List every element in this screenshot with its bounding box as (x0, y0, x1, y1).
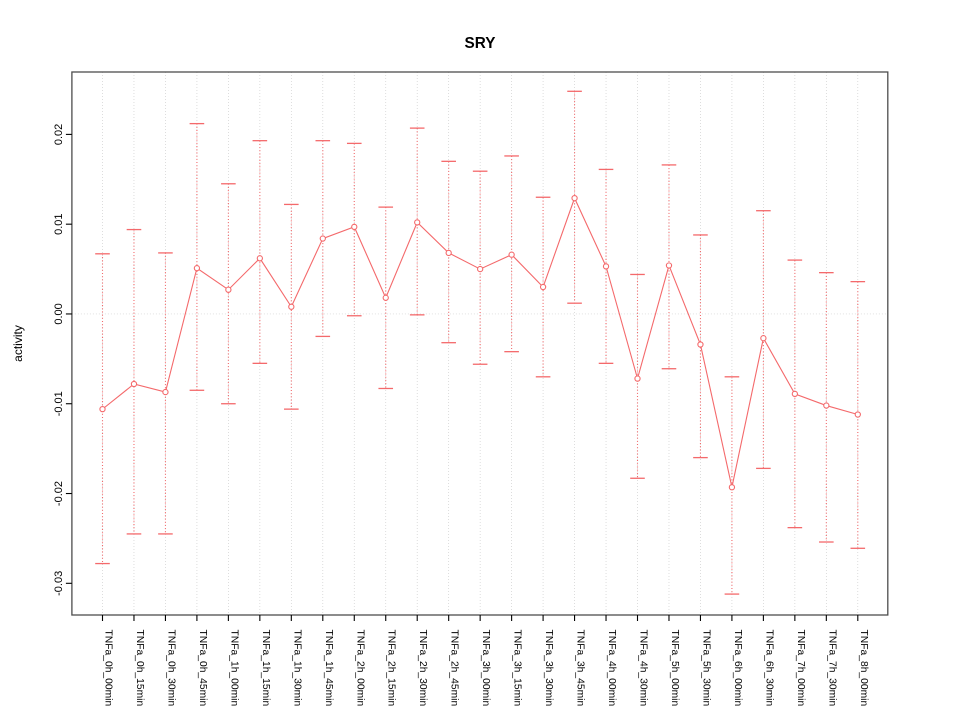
svg-text:TNFa_1h_30min: TNFa_1h_30min (291, 630, 302, 707)
svg-text:TNFa_5h_30min: TNFa_5h_30min (700, 630, 711, 707)
svg-text:TNFa_2h_00min: TNFa_2h_00min (354, 630, 365, 707)
svg-text:activity: activity (11, 325, 25, 362)
svg-text:TNFa_8h_00min: TNFa_8h_00min (858, 630, 869, 707)
svg-text:TNFa_4h_30min: TNFa_4h_30min (638, 630, 649, 707)
svg-text:0.00: 0.00 (53, 303, 65, 324)
svg-text:SRY: SRY (465, 35, 496, 52)
svg-text:TNFa_0h_45min: TNFa_0h_45min (197, 630, 208, 707)
svg-text:TNFa_0h_15min: TNFa_0h_15min (134, 630, 145, 707)
svg-text:TNFa_1h_00min: TNFa_1h_00min (228, 630, 239, 707)
svg-text:TNFa_0h_30min: TNFa_0h_30min (165, 630, 176, 707)
svg-text:-0.02: -0.02 (53, 481, 65, 506)
svg-text:TNFa_3h_45min: TNFa_3h_45min (575, 630, 586, 707)
svg-text:TNFa_2h_30min: TNFa_2h_30min (417, 630, 428, 707)
svg-text:-0.01: -0.01 (53, 391, 65, 416)
svg-text:TNFa_3h_00min: TNFa_3h_00min (480, 630, 491, 707)
svg-text:TNFa_1h_45min: TNFa_1h_45min (323, 630, 334, 707)
svg-text:TNFa_0h_00min: TNFa_0h_00min (103, 630, 114, 707)
svg-text:TNFa_3h_15min: TNFa_3h_15min (512, 630, 523, 707)
svg-text:TNFa_3h_30min: TNFa_3h_30min (543, 630, 554, 707)
svg-text:TNFa_1h_15min: TNFa_1h_15min (260, 630, 271, 707)
svg-text:TNFa_7h_00min: TNFa_7h_00min (795, 630, 806, 707)
svg-text:-0.03: -0.03 (53, 571, 65, 596)
svg-text:0.01: 0.01 (53, 213, 65, 234)
svg-text:TNFa_2h_15min: TNFa_2h_15min (386, 630, 397, 707)
svg-text:TNFa_6h_30min: TNFa_6h_30min (763, 630, 774, 707)
svg-text:TNFa_4h_00min: TNFa_4h_00min (606, 630, 617, 707)
svg-text:TNFa_5h_00min: TNFa_5h_00min (669, 630, 680, 707)
svg-text:TNFa_2h_45min: TNFa_2h_45min (449, 630, 460, 707)
svg-text:TNFa_7h_30min: TNFa_7h_30min (826, 630, 837, 707)
svg-text:TNFa_6h_00min: TNFa_6h_00min (732, 630, 743, 707)
svg-text:0.02: 0.02 (53, 124, 65, 145)
